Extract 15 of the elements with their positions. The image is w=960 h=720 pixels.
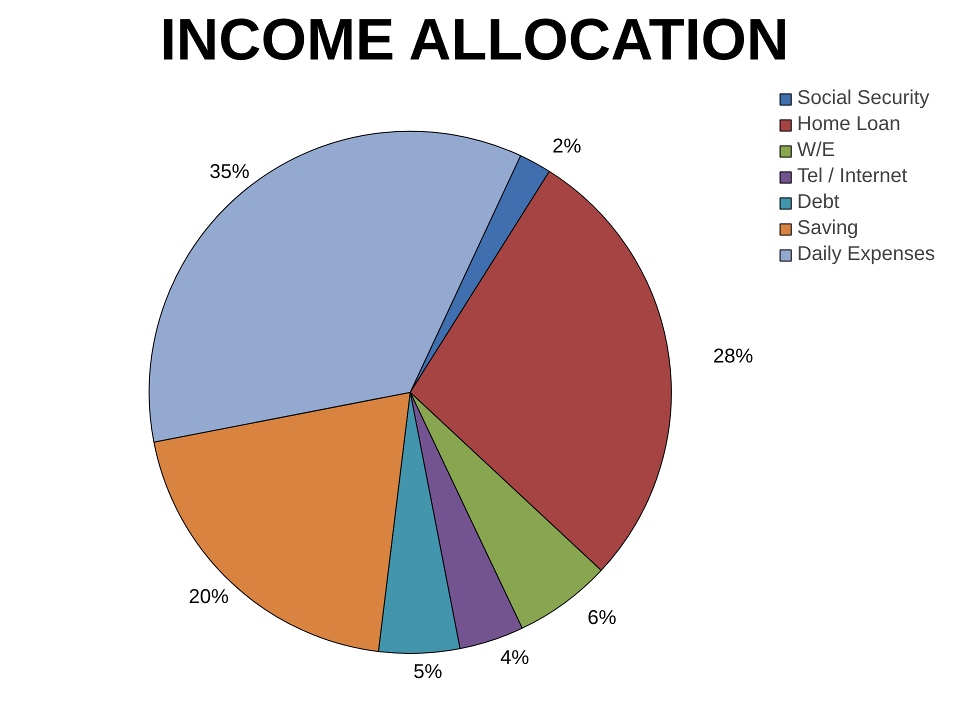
legend-label: Saving — [797, 217, 858, 240]
data-label: 35% — [209, 160, 250, 183]
data-label: 6% — [587, 607, 617, 630]
legend-label: Tel / Internet — [797, 165, 908, 188]
data-label: 20% — [188, 586, 229, 608]
legend-label: Debt — [797, 191, 840, 214]
data-label: 28% — [713, 345, 754, 368]
data-label: 2% — [552, 136, 582, 158]
data-label: 5% — [413, 661, 442, 684]
chart-title: INCOME ALLOCATION — [160, 8, 789, 72]
legend-label: Home Loan — [797, 113, 901, 136]
legend-label: Social Security — [797, 87, 930, 110]
legend-label: W/E — [797, 139, 835, 162]
legend-label: Daily Expenses — [797, 243, 935, 266]
data-label: 4% — [500, 647, 530, 670]
